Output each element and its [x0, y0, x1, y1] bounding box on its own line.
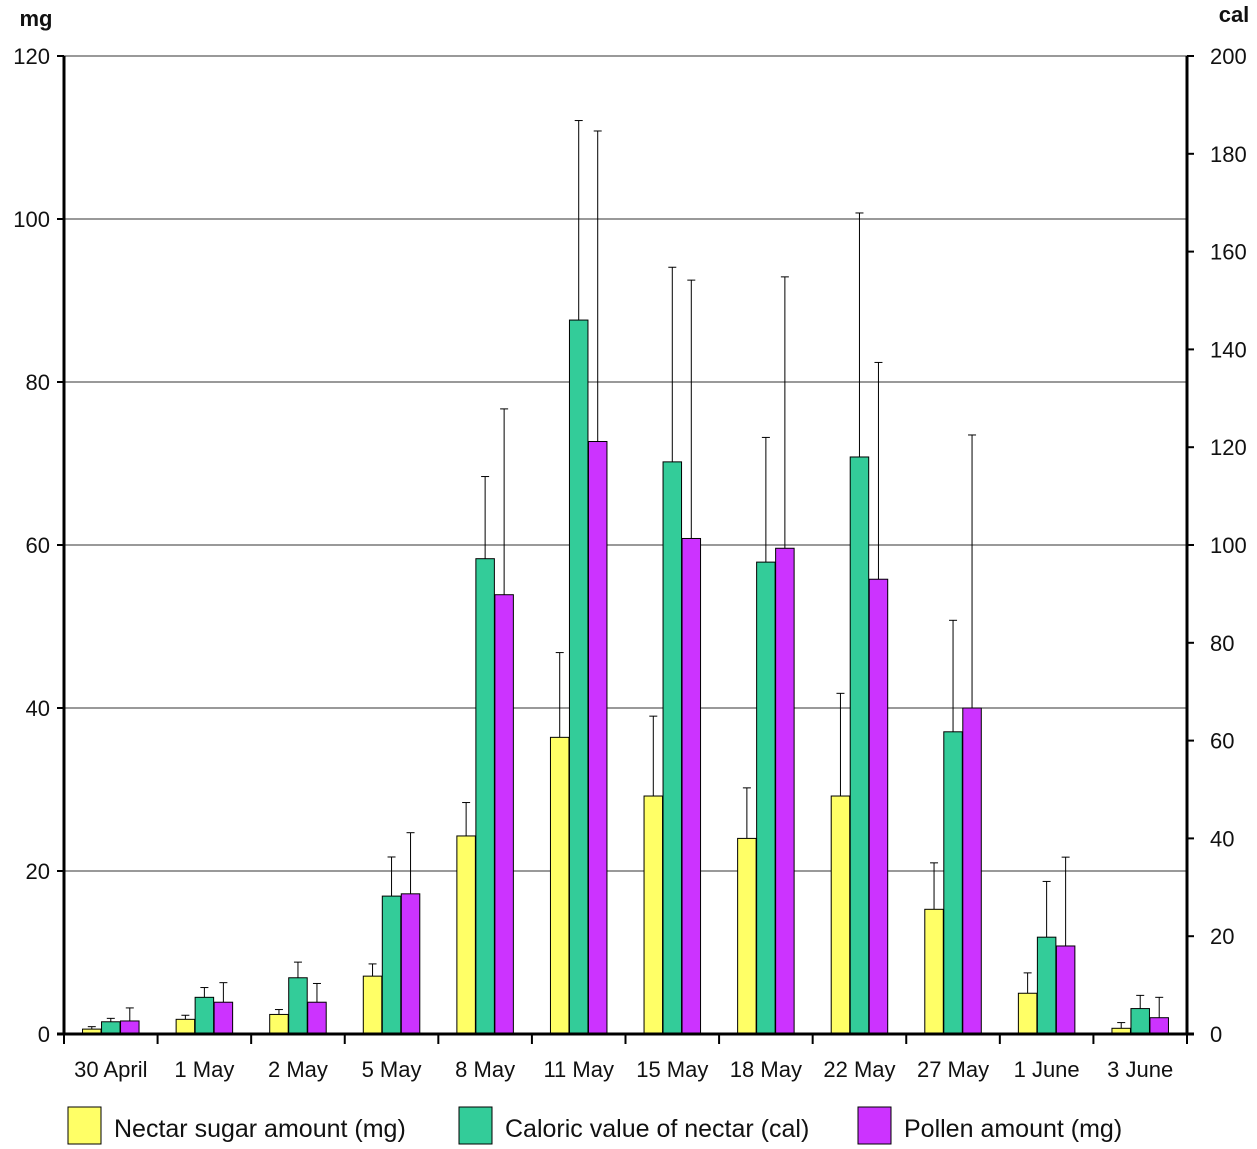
bar-pollen — [213, 1001, 234, 1035]
bar-pollen — [307, 1001, 327, 1035]
right-axis-ticks: 0 20 40 60 80 100 120 140 160 180 200 — [1187, 44, 1247, 1047]
bar-caloric-value — [568, 319, 589, 1035]
right-tick-label: 200 — [1210, 44, 1247, 69]
bars — [82, 120, 1169, 1035]
right-tick-label: 20 — [1210, 924, 1234, 949]
x-category-label: 5 May — [362, 1057, 422, 1082]
bar-nectar-sugar — [549, 736, 570, 1035]
x-category-label: 15 May — [636, 1057, 708, 1082]
left-tick-label: 40 — [26, 696, 50, 721]
right-tick-label: 120 — [1210, 435, 1247, 460]
bar-nectar-sugar — [830, 795, 851, 1035]
bar-pollen — [587, 440, 608, 1035]
left-tick-label: 0 — [38, 1022, 50, 1047]
bar-nectar-sugar — [362, 975, 383, 1035]
bar-caloric-value — [101, 1021, 121, 1035]
bar-nectar-sugar — [269, 1013, 289, 1035]
bar-pollen — [1055, 945, 1076, 1035]
left-tick-label: 80 — [26, 370, 50, 395]
bar-caloric-value — [194, 996, 215, 1035]
right-axis-unit: cal — [1219, 2, 1250, 27]
bar-caloric-value — [662, 461, 683, 1035]
bar-nectar-sugar — [643, 795, 664, 1035]
left-tick-label: 100 — [13, 207, 50, 232]
bar-caloric-value — [1130, 1008, 1150, 1035]
bar-caloric-value — [756, 561, 776, 1035]
x-category-label: 2 May — [268, 1057, 328, 1082]
legend-swatch-nectar-sugar — [67, 1106, 102, 1145]
bar-pollen — [120, 1020, 140, 1035]
legend-label: Caloric value of nectar (cal) — [505, 1115, 809, 1143]
x-category-label: 1 May — [174, 1057, 234, 1082]
legend-swatch-pollen — [857, 1106, 892, 1145]
left-axis-unit: mg — [20, 6, 53, 31]
x-category-label: 11 May — [543, 1057, 614, 1082]
bar-nectar-sugar — [456, 835, 476, 1035]
bar-caloric-value — [849, 456, 870, 1035]
right-tick-label: 60 — [1210, 729, 1234, 754]
bar-caloric-value — [381, 895, 402, 1035]
bar-caloric-value — [288, 977, 308, 1035]
legend-label: Pollen amount (mg) — [904, 1115, 1122, 1143]
x-category-label: 22 May — [823, 1057, 895, 1082]
x-category-label: 18 May — [730, 1057, 802, 1082]
bar-pollen — [681, 537, 702, 1035]
bar-caloric-value — [1036, 936, 1057, 1035]
bar-nectar-sugar — [1017, 992, 1038, 1035]
bar-caloric-value — [943, 731, 963, 1035]
right-tick-label: 40 — [1210, 826, 1234, 851]
x-axis-categories: 30 April 1 May 2 May 5 May 8 May 11 May 15 May… — [63, 1034, 1188, 1082]
right-tick-label: 80 — [1210, 631, 1234, 656]
left-axis-ticks: 0 20 40 60 80 100 120 — [13, 44, 64, 1047]
left-tick-label: 60 — [26, 533, 50, 558]
right-tick-label: 180 — [1210, 142, 1247, 167]
bar-pollen — [962, 707, 982, 1035]
right-tick-label: 140 — [1210, 337, 1247, 362]
x-category-label: 27 May — [917, 1057, 989, 1082]
legend-label: Nectar sugar amount (mg) — [114, 1115, 406, 1143]
left-tick-label: 120 — [13, 44, 50, 69]
bar-pollen — [868, 578, 889, 1035]
right-tick-label: 100 — [1210, 533, 1247, 558]
bar-pollen — [494, 594, 514, 1035]
x-category-label: 3 June — [1107, 1057, 1173, 1082]
legend-swatch-caloric-value — [458, 1106, 493, 1145]
left-tick-label: 20 — [26, 859, 50, 884]
bar-nectar-sugar — [924, 908, 944, 1035]
bar-pollen — [400, 893, 421, 1035]
bar-nectar-sugar — [737, 837, 757, 1035]
bar-caloric-value — [475, 558, 495, 1035]
bar-nectar-sugar — [175, 1018, 196, 1035]
x-category-label: 30 April — [74, 1057, 147, 1082]
bar-pollen — [775, 547, 795, 1035]
bar-pollen — [1149, 1017, 1169, 1035]
right-tick-label: 160 — [1210, 240, 1247, 265]
x-category-label: 8 May — [455, 1057, 515, 1082]
x-category-label: 1 June — [1014, 1057, 1080, 1082]
gridlines — [64, 55, 1187, 872]
right-tick-label: 0 — [1210, 1022, 1222, 1047]
legend: Nectar sugar amount (mg) Caloric value of… — [67, 1106, 1122, 1145]
